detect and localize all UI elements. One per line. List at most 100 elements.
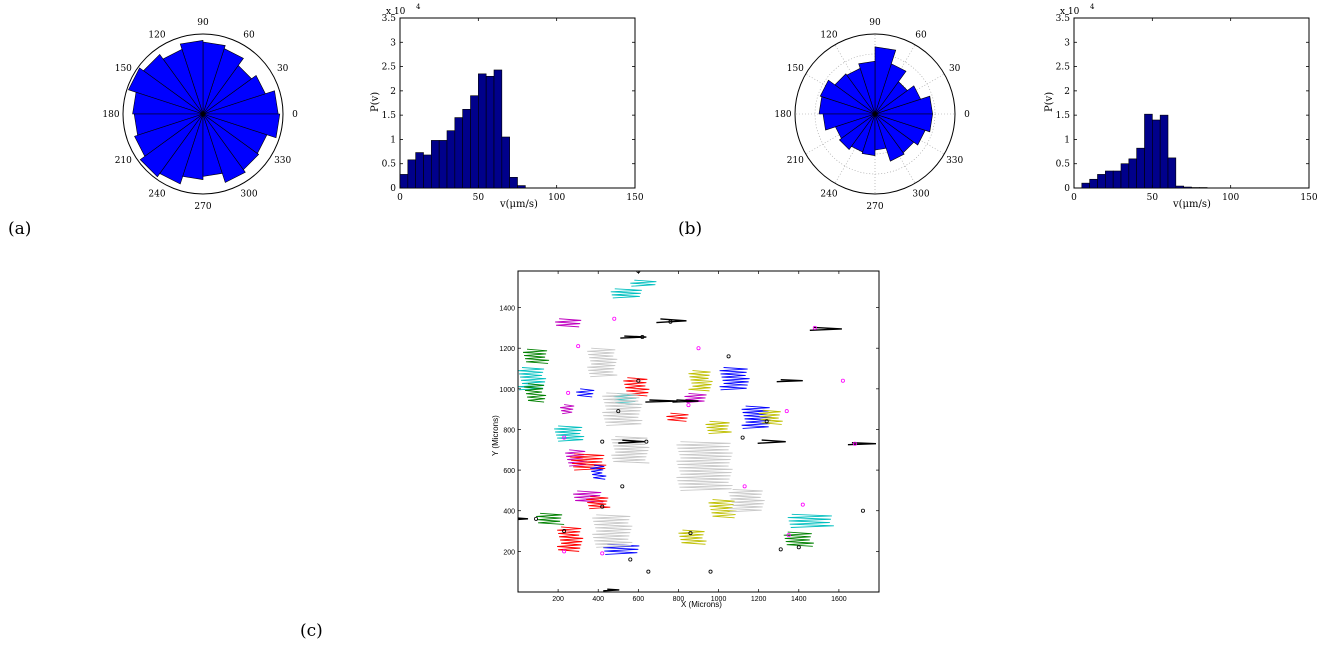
rose-angle-label: 240 [820,190,837,200]
track-cluster [570,453,607,471]
track-cluster [518,517,529,521]
hist-bar [1128,158,1137,189]
hist-bar [493,69,503,189]
rose-angle-label: 240 [148,190,165,200]
hist-ytick-label: 0.5 [382,160,397,170]
rose-angle-label: 150 [787,64,804,74]
track-cluster [708,499,737,519]
hist-bar [1136,147,1145,189]
hist-bar [1112,170,1122,189]
hist-b-ylabel: P(v) [1044,92,1055,112]
track-marker [812,325,817,330]
histogram-a: 0 50 100 150 0 0.5 1 1.5 2 2.5 3 3.5 x 10 4 P(v) v(… [370,3,644,210]
track-marker [726,354,731,359]
rose-angle-label: 300 [912,190,929,200]
hist-ytick-label: 0 [1064,184,1070,194]
hist-ytick-label: 1 [1064,135,1070,145]
hist-bar [485,75,495,189]
hist-bar [1081,182,1090,189]
hist-a-ticks: 0 50 100 150 0 0.5 1 1.5 2 2.5 3 3.5 [382,14,644,203]
panel-label-a: (a) [8,219,31,239]
tracks-ytick-label: 1400 [499,306,515,313]
hist-bar [462,109,471,189]
track-cluster [573,490,604,503]
hist-bar [1159,114,1169,189]
track-cluster [705,420,732,434]
rose-angle-label: 60 [915,30,927,40]
hist-a-xlabel: v(μm/s) [499,199,538,210]
tracks-frame [517,270,880,593]
hist-bar [431,140,440,189]
track-marker [612,316,617,321]
tracks-xtick-label: 200 [552,596,564,603]
track-marker [562,549,567,554]
track-marker [708,569,713,574]
track-cluster [618,439,645,444]
hist-bar [438,140,448,189]
rose-angle-label: 270 [866,202,883,212]
track-marker [786,533,791,538]
track-cluster [555,318,582,328]
track-cluster [603,588,620,592]
tracks-ytick-label: 200 [503,549,515,556]
track-cluster [656,318,687,324]
track-cluster [592,514,633,548]
rose-angle-label: 0 [292,110,298,120]
tracks-ytick-label: 1200 [499,346,515,353]
rose-angle-label: 330 [274,156,291,166]
rose-angle-label: 330 [946,156,963,166]
hist-bar [517,185,526,189]
track-cluster [518,367,547,391]
hist-ytick-label: 2 [390,87,396,97]
hist-xtick-label: 0 [1071,193,1077,203]
track-cluster [758,409,783,425]
tracks-ticks: 200 400 600 800 1000 1200 1400 1600 200 400 600 800… [499,271,879,603]
track-cluster [576,388,595,398]
track-cluster [620,335,647,339]
hist-bar [415,152,424,189]
track-marker [576,344,581,349]
hist-bar [501,136,510,189]
track-cluster [623,377,650,397]
hist-bar [454,117,463,189]
track-marker [696,346,701,351]
track-cluster [590,464,607,480]
track-marker [600,439,605,444]
hist-bar [470,95,479,189]
track-marker [796,545,801,550]
rose-angle-label: 120 [820,30,837,40]
hist-b-xlabel: v(μm/s) [1172,199,1211,210]
track-cluster [586,496,611,510]
hist-xtick-label: 150 [626,193,643,203]
track-marker [562,435,567,440]
hist-ytick-label: 1.5 [1056,111,1071,121]
track-marker [620,484,625,489]
hist-ytick-label: 3.5 [382,14,397,24]
rose-angle-label: 0 [964,110,970,120]
track-cluster [554,425,585,442]
rose-wedge [202,113,281,139]
track-marker [860,508,865,513]
hist-xtick-label: 50 [1147,193,1159,203]
track-cluster [728,488,765,513]
rose-angle-label: 270 [194,202,211,212]
hist-bar [423,154,432,189]
track-marker [646,569,651,574]
hist-bar [399,174,409,189]
hist-xtick-label: 100 [548,193,565,203]
panel-label-b: (b) [678,219,702,239]
track-cluster [719,367,750,391]
track-cluster [603,543,640,555]
rose-angle-label: 210 [787,156,804,166]
hist-ytick-label: 1 [390,135,396,145]
hist-b-frame [1073,17,1310,189]
track-cluster [809,326,842,332]
track-cluster [672,399,699,403]
rose-angle-label: 120 [148,30,165,40]
hist-ytick-label: 0 [390,184,396,194]
hist-ytick-label: 2 [1064,87,1070,97]
tracks-ylabel: Y (Microns) [491,415,500,456]
tracks-data [518,271,877,592]
track-cluster [560,404,575,415]
